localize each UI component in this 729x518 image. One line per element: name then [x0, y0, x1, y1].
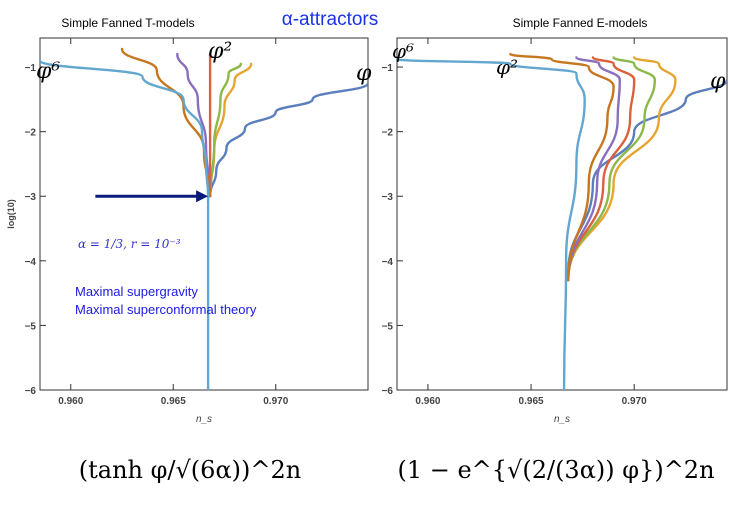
right-series-line-7	[397, 58, 586, 390]
left-y-tick-label: −1	[25, 63, 37, 74]
note-maximal-superconformal: Maximal superconformal theory	[75, 302, 257, 317]
right-x-tick-label: 0.960	[415, 396, 440, 407]
left-phi2-label: φ²	[208, 39, 232, 64]
alpha-r-annotation: α = 1/3, r = 10⁻³	[78, 237, 181, 251]
right-phi6-label: φ⁶	[392, 39, 414, 63]
right-chart: 0.960 0.965 0.970 −6 −5 −4 −3 −2 −1 n_s	[382, 37, 728, 425]
left-phi6-label: φ⁶	[36, 59, 60, 84]
right-x-tick-label: 0.965	[519, 396, 544, 407]
left-y-tick-label: −4	[25, 257, 37, 268]
right-series-line-4	[567, 56, 636, 282]
right-series-line-3	[567, 56, 657, 282]
right-phi2-label: φ²	[496, 55, 518, 79]
left-y-tick-label: −2	[25, 128, 37, 139]
right-y-tick-label: −2	[382, 128, 394, 139]
left-formula: (tanh φ/√(6α))^2n	[79, 456, 301, 484]
right-series-line-5	[567, 56, 622, 282]
right-series-line-2	[567, 56, 677, 282]
left-x-axis-label: n_s	[196, 414, 212, 425]
right-y-tick-label: −3	[382, 192, 394, 203]
right-x-axis-label: n_s	[554, 414, 570, 425]
right-phi-right-label: φ	[710, 69, 726, 94]
left-series-line-6	[120, 47, 212, 198]
right-y-tick-label: −1	[382, 63, 394, 74]
left-series-line-3	[208, 62, 243, 198]
right-y-tick-label: −6	[382, 386, 394, 397]
left-panel-caption: Simple Fanned T-models	[61, 16, 194, 30]
right-series-line-6	[509, 52, 615, 282]
left-series-line-5	[176, 52, 212, 198]
left-series-line-7	[40, 59, 210, 390]
left-plot-frame	[39, 37, 369, 391]
right-panel-caption: Simple Fanned E-models	[513, 16, 648, 30]
left-chart: 0.960 0.965 0.970 −6 −5 −4 −3 −2 −1 n_s log(10)	[6, 37, 369, 425]
right-y-tick-label: −5	[382, 321, 394, 332]
left-y-tick-label: −6	[25, 386, 37, 397]
left-y-axis-label: log(10)	[6, 199, 16, 229]
left-x-tick-label: 0.970	[263, 396, 288, 407]
right-x-tick-label: 0.970	[622, 396, 647, 407]
left-y-tick-label: −3	[25, 192, 37, 203]
right-phi-left-label: φ	[356, 61, 372, 86]
left-y-tick-label: −5	[25, 321, 37, 332]
left-series-line-1	[208, 82, 368, 198]
pointer-arrow-head	[196, 190, 209, 203]
figure-title: α-attractors	[282, 9, 379, 30]
right-y-tick-label: −4	[382, 257, 394, 268]
left-x-tick-label: 0.965	[161, 396, 186, 407]
right-formula: (1 − e^{√(2/(3α)) φ})^2n	[397, 456, 714, 484]
right-plot-frame	[396, 37, 728, 391]
left-x-tick-label: 0.960	[58, 396, 83, 407]
right-series-line-1	[567, 78, 727, 275]
note-maximal-supergravity: Maximal supergravity	[75, 284, 198, 299]
